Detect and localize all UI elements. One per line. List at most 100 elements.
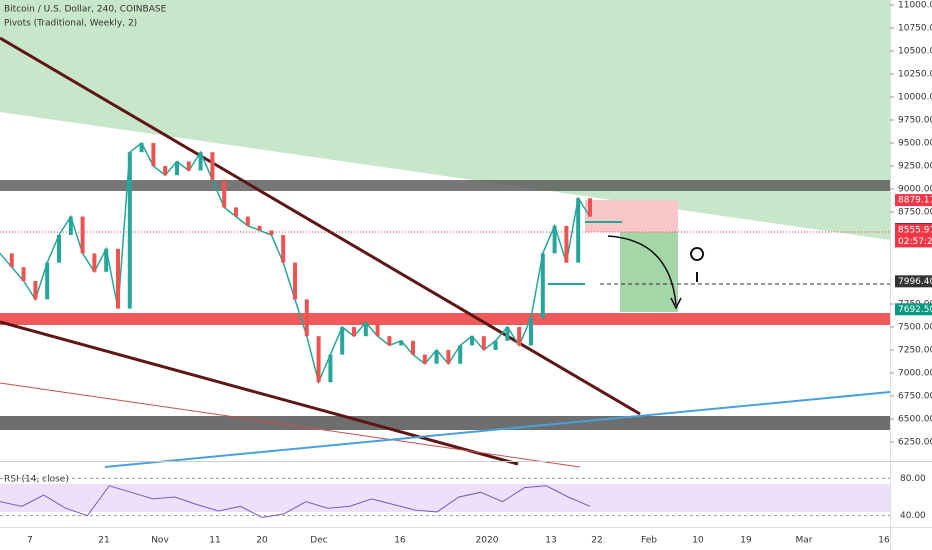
indicator: Pivots (Traditional, Weekly, 2) bbox=[4, 19, 137, 29]
candle bbox=[363, 322, 368, 337]
price-label: 7250.00 bbox=[898, 346, 932, 356]
candle bbox=[116, 248, 120, 309]
candle bbox=[387, 336, 392, 346]
candle bbox=[399, 340, 404, 346]
candle bbox=[9, 253, 14, 268]
candle bbox=[163, 166, 168, 176]
candle bbox=[186, 161, 191, 171]
candle bbox=[470, 336, 474, 346]
price-label: 10000.00 bbox=[898, 93, 932, 103]
rsi-tick: 80.00 bbox=[900, 474, 926, 484]
date-label: 2020 bbox=[476, 536, 499, 546]
date-label: 21 bbox=[98, 536, 109, 546]
candle bbox=[481, 336, 486, 350]
price-tag bbox=[895, 235, 932, 248]
candle bbox=[517, 327, 522, 346]
date-label: 13 bbox=[545, 536, 556, 546]
price-label: 9000.00 bbox=[898, 185, 932, 195]
date-label: 7 bbox=[27, 536, 33, 546]
candle bbox=[446, 350, 451, 364]
price-label: 7000.00 bbox=[898, 369, 932, 379]
date-label: 22 bbox=[591, 536, 602, 546]
green-zone bbox=[0, 0, 890, 240]
trend-line bbox=[0, 382, 581, 468]
price-tag-label: 7692.50 bbox=[898, 305, 932, 315]
price-label: 10250.00 bbox=[898, 70, 932, 80]
candle bbox=[175, 161, 179, 176]
price-tag-label: 7996.40 bbox=[898, 277, 932, 287]
candle bbox=[45, 262, 50, 300]
price-tag-label: 8879.17 bbox=[898, 196, 932, 206]
candle bbox=[529, 317, 533, 346]
candle bbox=[139, 143, 144, 153]
candle bbox=[588, 198, 592, 217]
price-tag bbox=[895, 275, 932, 288]
candle bbox=[293, 262, 297, 300]
date-label: Dec bbox=[310, 536, 327, 546]
candle bbox=[198, 152, 203, 171]
candle bbox=[411, 340, 415, 355]
date-label: Mar bbox=[796, 536, 813, 546]
price-label: 10750.00 bbox=[898, 24, 932, 34]
support-band bbox=[0, 313, 890, 325]
lower-band bbox=[0, 416, 890, 430]
candle bbox=[222, 179, 227, 208]
price-tag bbox=[895, 303, 932, 316]
stop-zone bbox=[585, 200, 678, 232]
rsi-label: RSI (14, close) bbox=[4, 475, 69, 485]
candle bbox=[57, 235, 61, 263]
rsi-line bbox=[0, 485, 591, 519]
price-label: 6500.00 bbox=[898, 415, 932, 425]
candle bbox=[80, 216, 85, 254]
marker-icon bbox=[690, 247, 705, 282]
title: Bitcoin / U.S. Dollar, 240, COINBASE bbox=[4, 5, 167, 15]
candle bbox=[104, 248, 109, 272]
date-label: 20 bbox=[256, 536, 268, 546]
candle bbox=[493, 340, 498, 350]
candle bbox=[151, 143, 156, 166]
candle bbox=[434, 350, 439, 364]
candle bbox=[257, 225, 262, 231]
candle bbox=[92, 253, 97, 272]
date-label: Feb bbox=[641, 536, 657, 546]
candle bbox=[505, 327, 510, 341]
resistance-band bbox=[0, 180, 890, 191]
date-label: Nov bbox=[151, 536, 169, 546]
candle bbox=[281, 235, 286, 263]
date-label: 10 bbox=[692, 536, 704, 546]
price-label: 9250.00 bbox=[898, 162, 932, 172]
date-label: 16 bbox=[878, 536, 890, 546]
price-label: 9750.00 bbox=[898, 116, 932, 126]
rsi-tick: 40.00 bbox=[900, 511, 926, 521]
candle bbox=[340, 327, 345, 355]
price-tag bbox=[895, 223, 932, 236]
candle bbox=[552, 225, 557, 254]
candle bbox=[33, 281, 38, 300]
price-label: 11000.00 bbox=[898, 1, 932, 11]
candle bbox=[422, 354, 427, 364]
price-tag bbox=[895, 194, 932, 207]
candle bbox=[458, 345, 463, 364]
date-label: 11 bbox=[209, 536, 220, 546]
trend-line bbox=[0, 320, 519, 466]
candle bbox=[245, 216, 250, 226]
candle bbox=[564, 225, 569, 263]
candle bbox=[375, 322, 380, 337]
price-label: 6250.00 bbox=[898, 438, 932, 448]
price-label: 8750.00 bbox=[898, 208, 932, 218]
arrow-head bbox=[670, 297, 682, 310]
price-tag-label: 8555.97 bbox=[898, 225, 932, 235]
candle bbox=[576, 198, 581, 263]
candle bbox=[304, 299, 309, 337]
target-zone bbox=[620, 232, 678, 312]
candle bbox=[21, 267, 26, 281]
candle bbox=[210, 152, 215, 180]
candle bbox=[328, 354, 333, 383]
candle bbox=[540, 253, 545, 318]
candle bbox=[234, 207, 238, 217]
candle bbox=[68, 216, 73, 235]
candle bbox=[269, 230, 274, 235]
rsi-band bbox=[0, 484, 890, 512]
price-label: 9500.00 bbox=[898, 139, 932, 149]
